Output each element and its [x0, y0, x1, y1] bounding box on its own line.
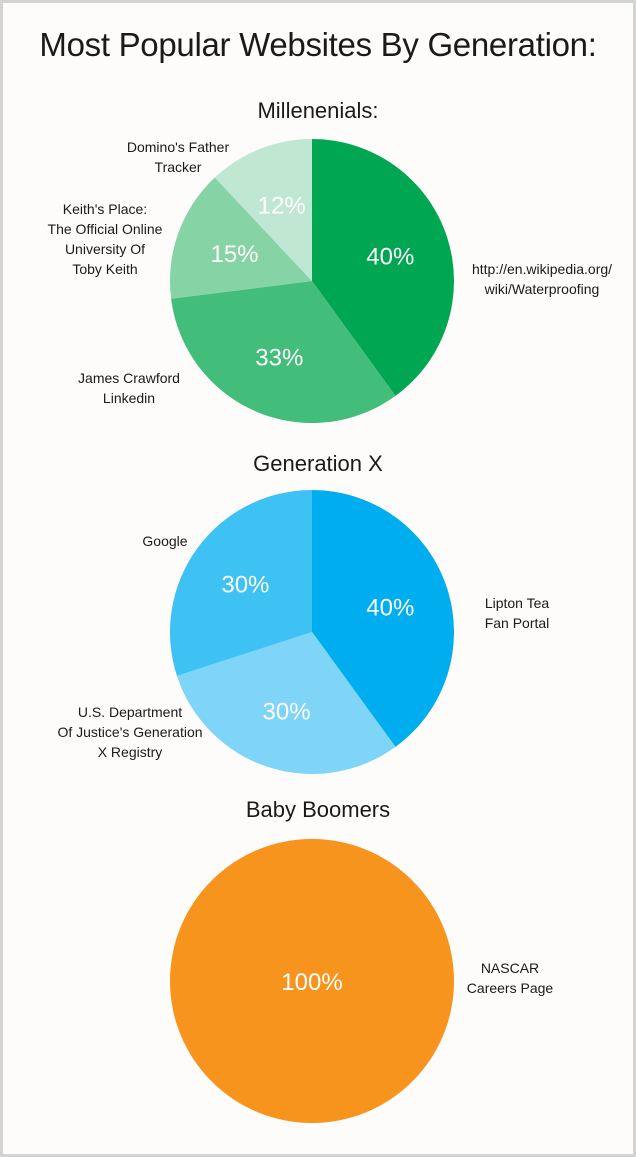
chart-title-baby-boomers: Baby Boomers: [245, 797, 391, 822]
pie-value-label-doj-registry: 30%: [263, 698, 311, 725]
chart-title-generation-x: Generation X: [253, 451, 383, 476]
page-title: Most Popular Websites By Generation:: [39, 26, 597, 63]
pie-slice-keiths-place: [170, 177, 312, 299]
pie-slice-dominos: [214, 139, 312, 281]
slice-label-wikipedia: http://en.wikipedia.org/ wiki/Waterproof…: [471, 261, 613, 297]
slice-label-keiths-place: Keith's Place: The Official Online Unive…: [47, 201, 163, 277]
pie-slice-doj-registry: [176, 632, 396, 774]
pie-value-label-keiths-place: 15%: [210, 241, 258, 268]
pie-slice-wikipedia: [312, 139, 454, 396]
pie-slice-nascar: [170, 839, 454, 1123]
pie-value-label-lipton: 40%: [366, 595, 414, 622]
slice-label-nascar: NASCAR Careers Page: [466, 960, 554, 996]
pie-value-label-google: 30%: [221, 572, 269, 599]
pie-value-label-linkedin: 33%: [255, 345, 303, 372]
chart-title-millennials: Millenenials:: [257, 98, 379, 123]
pie-slice-lipton: [312, 490, 455, 747]
pie-slice-linkedin: [171, 281, 396, 423]
slice-label-lipton: Lipton Tea Fan Portal: [484, 595, 550, 631]
slice-label-google: Google: [142, 533, 188, 549]
slice-label-linkedin: James Crawford Linkedin: [78, 370, 180, 406]
pie-value-label-dominos: 12%: [258, 192, 306, 219]
pie-slice-google: [170, 490, 312, 676]
pie-value-label-wikipedia: 40%: [366, 244, 414, 271]
pie-value-label-nascar: 100%: [281, 969, 342, 996]
slice-label-doj-registry: U.S. Department Of Justice's Generation …: [57, 704, 203, 760]
slice-label-dominos: Domino's Father Tracker: [126, 139, 230, 175]
